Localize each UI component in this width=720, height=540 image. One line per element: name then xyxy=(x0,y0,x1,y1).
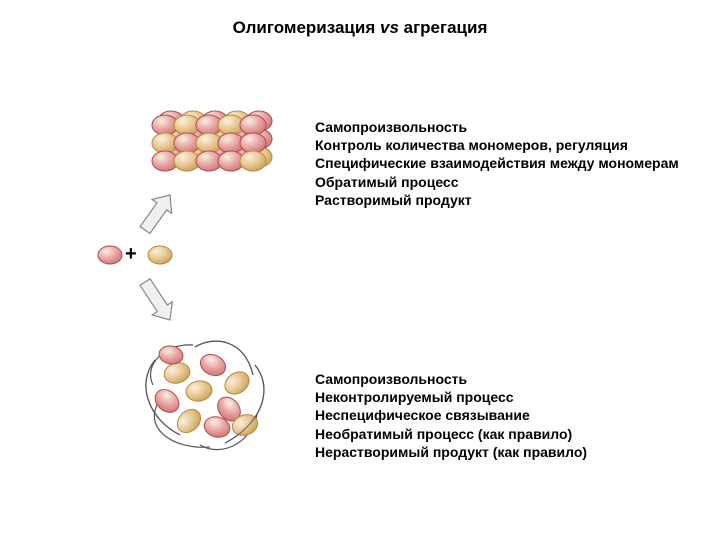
text-line: Неконтролируемый процесс xyxy=(315,388,587,406)
aggregate-unit xyxy=(197,350,229,379)
oligomer-unit xyxy=(240,151,266,171)
plus-symbol: + xyxy=(125,243,137,266)
oligomer-text-block: СамопроизвольностьКонтроль количества мо… xyxy=(315,118,679,209)
text-line: Неспецифическое связывание xyxy=(315,406,587,424)
monomer xyxy=(98,246,122,264)
aggregate-unit xyxy=(162,360,192,386)
text-line: Растворимый продукт xyxy=(315,191,679,209)
oligomer-unit xyxy=(240,133,266,153)
text-line: Обратимый процесс xyxy=(315,173,679,191)
text-line: Контроль количества мономеров, регуляция xyxy=(315,136,679,154)
text-line: Специфические взаимодействия между моном… xyxy=(315,154,679,172)
oligomer-unit xyxy=(240,115,266,135)
aggregate-group xyxy=(146,341,264,449)
aggregate-unit xyxy=(151,385,184,417)
aggregate-unit xyxy=(184,379,213,403)
text-line: Самопроизвольность xyxy=(315,118,679,136)
text-line: Самопроизвольность xyxy=(315,370,587,388)
text-line: Необратимый процесс (как правило) xyxy=(315,425,587,443)
arrow xyxy=(140,279,172,320)
aggregate-text-block: СамопроизвольностьНеконтролируемый проце… xyxy=(315,370,587,461)
oligomer-structure xyxy=(152,111,272,171)
monomer xyxy=(148,246,172,264)
aggregate-unit xyxy=(221,367,254,398)
arrow xyxy=(140,195,172,233)
text-line: Нерастворимый продукт (как правило) xyxy=(315,443,587,461)
aggregate-unit xyxy=(173,405,206,438)
aggregate-structure xyxy=(146,341,264,449)
